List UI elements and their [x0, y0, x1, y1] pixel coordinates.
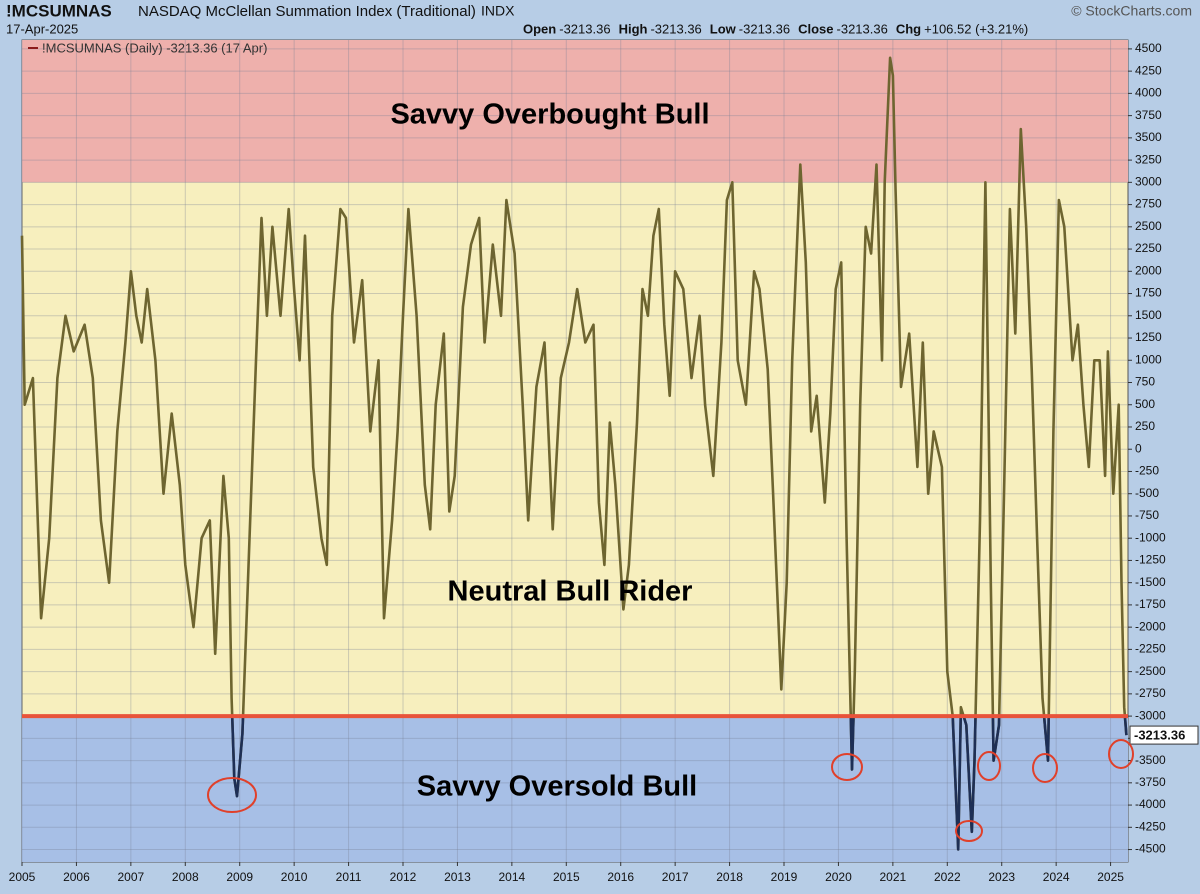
quote-label: Close [798, 21, 833, 36]
circle [207, 777, 257, 813]
y-tick-label: -500 [1135, 486, 1159, 500]
annotation-circles [207, 739, 1134, 842]
quote-value: -3213.36 [559, 21, 610, 36]
x-tick-label: 2012 [390, 870, 417, 884]
x-tick-label: 2016 [607, 870, 634, 884]
y-tick-label: -4250 [1135, 819, 1166, 833]
y-tick-label: -1500 [1135, 575, 1166, 589]
y-tick-label: -3500 [1135, 753, 1166, 767]
y-tick-label: -2500 [1135, 664, 1166, 678]
y-tick-label: 750 [1135, 375, 1155, 389]
last-value-box [1129, 725, 1199, 745]
quote-value: -3213.36 [837, 21, 888, 36]
y-tick-label: 500 [1135, 397, 1155, 411]
legend-entry: !MCSUMNAS (Daily) -3213.36 (17 Apr) [42, 40, 267, 55]
x-tick-label: 2014 [499, 870, 526, 884]
x-tick-label: 2005 [9, 870, 36, 884]
y-tick-label: -2000 [1135, 619, 1166, 633]
date: 17-Apr-2025 [6, 21, 78, 36]
x-tick-label: 2020 [825, 870, 852, 884]
quote-label: Chg [896, 21, 921, 36]
y-tick-label: -1250 [1135, 553, 1166, 567]
symbol: !MCSUMNAS [6, 1, 112, 20]
x-tick-label: 2013 [444, 870, 471, 884]
circle [977, 751, 1001, 781]
y-tick-label: -3000 [1135, 708, 1166, 722]
y-tick-label: -750 [1135, 508, 1159, 522]
y-tick-label: 1250 [1135, 330, 1162, 344]
zone-label: Neutral Bull Rider [448, 576, 693, 608]
quote-label: Low [710, 21, 737, 36]
series-line-low [230, 716, 1128, 851]
y-tick-label: 2750 [1135, 197, 1162, 211]
x-tick-label: 2025 [1097, 870, 1124, 884]
circle [1108, 739, 1134, 769]
x-tick-label: 2007 [118, 870, 145, 884]
quote-label: High [619, 21, 648, 36]
credit: © StockCharts.com [1071, 3, 1192, 19]
y-tick-label: 1750 [1135, 286, 1162, 300]
y-tick-label: 2250 [1135, 241, 1162, 255]
x-tick-label: 2022 [934, 870, 961, 884]
x-tick-label: 2010 [281, 870, 308, 884]
x-tick-label: 2015 [553, 870, 580, 884]
x-tick-label: 2011 [336, 870, 362, 884]
quote-value: -3213.36 [739, 21, 790, 36]
y-tick-label: 3500 [1135, 130, 1162, 144]
x-tick-label: 2017 [662, 870, 689, 884]
y-tick-label: 2000 [1135, 263, 1162, 277]
y-tick-label: 3000 [1135, 175, 1162, 189]
x-tick-label: 2009 [226, 870, 253, 884]
x-tick-label: 2021 [880, 870, 907, 884]
y-tick-label: -1750 [1135, 597, 1166, 611]
y-tick-label: 1000 [1135, 352, 1162, 366]
y-tick-label: 2500 [1135, 219, 1162, 233]
x-tick-label: 2019 [771, 870, 798, 884]
x-tick-label: 2018 [716, 870, 743, 884]
x-tick-label: 2006 [63, 870, 90, 884]
x-tick-label: 2024 [1043, 870, 1070, 884]
circle [1032, 753, 1058, 783]
exchange: INDX [481, 3, 515, 19]
y-tick-label: -1000 [1135, 530, 1166, 544]
chart-title: NASDAQ McClellan Summation Index (Tradit… [138, 3, 476, 20]
y-tick-label: -4500 [1135, 842, 1166, 856]
x-tick-label: 2008 [172, 870, 199, 884]
y-tick-label: -3750 [1135, 775, 1166, 789]
y-tick-label: 4500 [1135, 41, 1162, 55]
y-tick-label: -4000 [1135, 797, 1166, 811]
x-tick-label: 2023 [988, 870, 1015, 884]
y-tick-label: 3750 [1135, 108, 1162, 122]
y-tick-label: -2750 [1135, 686, 1166, 700]
y-tick-label: 0 [1135, 441, 1142, 455]
y-tick-label: 1500 [1135, 308, 1162, 322]
quote-value: +106.52 (+3.21%) [924, 21, 1028, 36]
last-value-label: -3213.36 [1134, 728, 1185, 743]
y-tick-label: 4000 [1135, 86, 1162, 100]
y-tick-label: 4250 [1135, 63, 1162, 77]
zone-label: Savvy Overbought Bull [390, 99, 709, 131]
zone-lower [22, 716, 1128, 862]
quote-value: -3213.36 [650, 21, 701, 36]
zone-label: Savvy Oversold Bull [417, 771, 697, 803]
circle [955, 820, 983, 842]
quote-label: Open [523, 21, 556, 36]
zone-upper [22, 40, 1128, 183]
y-tick-label: -2250 [1135, 642, 1166, 656]
circle [831, 753, 863, 781]
y-tick-label: -250 [1135, 464, 1159, 478]
y-tick-label: 3250 [1135, 152, 1162, 166]
y-tick-label: 250 [1135, 419, 1155, 433]
